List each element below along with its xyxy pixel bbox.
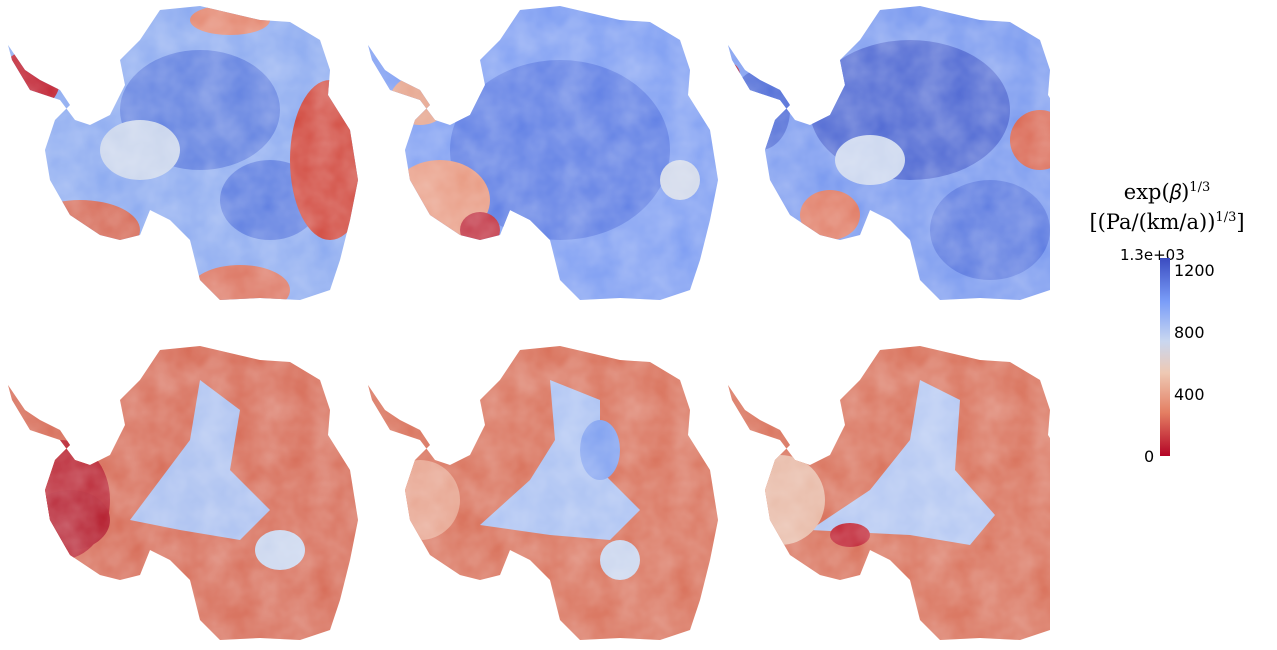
colorbar-tick-1200: 1200	[1174, 261, 1215, 280]
map-panels	[0, 0, 1050, 650]
colorbar-tick-800: 800	[1174, 323, 1205, 342]
panel-r2c1	[0, 340, 360, 650]
panel-r1c3	[720, 0, 1050, 310]
colorbar-tick-400: 400	[1174, 385, 1205, 404]
colorbar-title-line1: exp(𝛽)1/3	[1062, 176, 1272, 204]
panel-r1c1	[0, 0, 370, 315]
panel-r2c3	[720, 340, 1050, 650]
panel-r1c2	[360, 0, 720, 310]
colorbar-tick-0: 0	[1144, 447, 1154, 466]
colorbar-title-line2: [(Pa/(km/a))1/3]	[1062, 206, 1272, 234]
panel-r2c2	[360, 340, 720, 650]
colorbar	[1160, 258, 1170, 456]
